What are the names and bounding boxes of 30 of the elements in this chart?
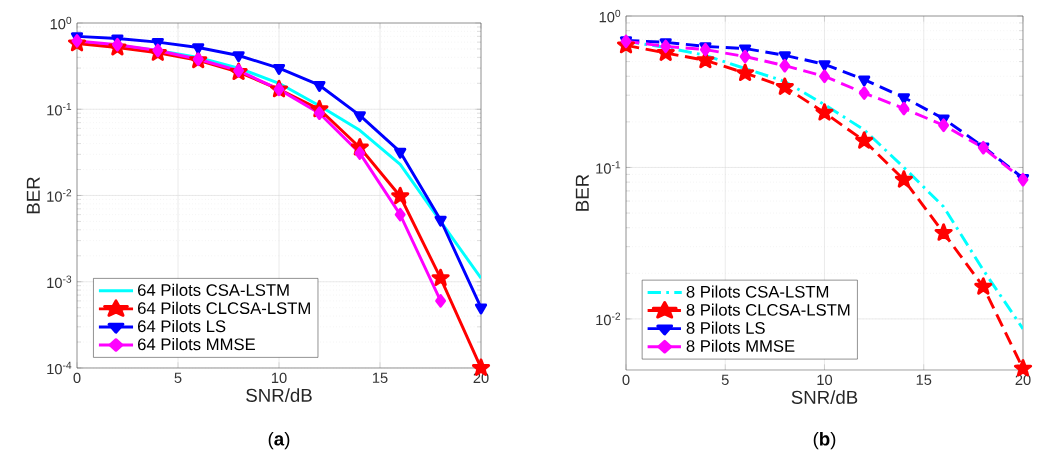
legend-label: 64 Pilots LS [138,319,226,333]
x-tick-label: 5 [174,372,182,383]
x-tick-label: 15 [372,372,388,383]
legend-label: 64 Pilots CLCSA-LSTM [138,301,310,315]
y-axis-title: BER [26,177,40,214]
text: (a) [268,431,290,450]
text: (b) [813,431,836,450]
y-tick-label: 10$^{0}$ [599,9,621,23]
x-tick-label: 0 [73,372,81,384]
x-axis-title: SNR/dB [791,390,858,404]
legend-label: 8 Pilots CSA-LSTM [686,285,829,298]
y-tick-label: 10$^{-1}$ [47,102,72,116]
y-axis-title: BER [575,174,589,211]
y-tick-label: 10$^{-1}$ [596,161,621,174]
legend-label: 64 Pilots CSA-LSTM [138,283,289,296]
x-tick-label: 5 [721,374,729,385]
x-tick-label: 10 [817,374,833,386]
y-tick-label: 10$^{-4}$ [47,361,72,375]
legend-label: 8 Pilots LS [686,321,765,334]
x-tick-label: 0 [622,374,630,386]
y-tick-label: 10$^{-2}$ [47,189,72,202]
x-tick-label: 10 [271,372,287,384]
y-tick-label: 10$^{-2}$ [596,312,621,326]
x-axis-title: SNR/dB [246,388,312,402]
legend-label: 8 Pilots CLCSA-LSTM [686,303,850,316]
y-tick-label: 10$^{0}$ [50,16,72,30]
y-tick-label: 10$^{-3}$ [47,275,72,289]
legend-label: 64 Pilots MMSE [138,337,255,351]
legend-label: 8 Pilots MMSE [686,339,795,352]
x-tick-label: 15 [916,374,932,385]
